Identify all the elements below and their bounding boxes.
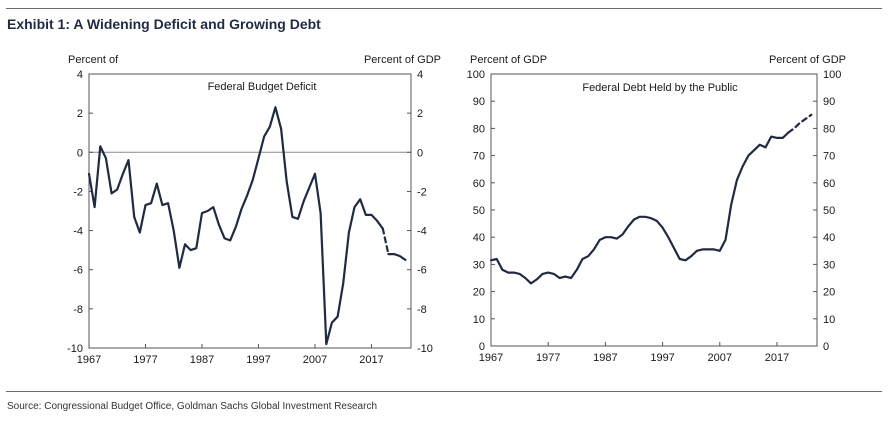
y-tick-label-right: 100 — [823, 69, 841, 81]
y-axis-label-right: Percent of GDP — [364, 54, 441, 66]
x-tick-label: 1987 — [190, 354, 214, 366]
y-tick-label-right: 80 — [823, 123, 835, 135]
y-tick-label-left: 0 — [479, 341, 485, 353]
y-tick-label-left: 20 — [473, 287, 485, 299]
chart-1: Percent of Percent of GDP Federal Budget D… — [67, 54, 441, 366]
plot-frame — [88, 73, 412, 349]
chart-2: Percent of GDP Percent of GDP Federal Debt… — [467, 54, 846, 364]
y-tick-label-left: 50 — [473, 205, 485, 217]
y-tick-label-right: -6 — [417, 265, 427, 277]
x-tick-label: 1997 — [650, 352, 674, 364]
x-tick-label: 2007 — [708, 352, 732, 364]
y-tick-label-right: 40 — [823, 232, 835, 244]
y-tick-label-left: 0 — [77, 147, 83, 159]
y-tick-label-right: 90 — [823, 96, 835, 108]
y-tick-label-right: 0 — [823, 341, 829, 353]
y-tick-label-left: 2 — [77, 108, 83, 120]
x-tick-label: 1967 — [479, 352, 503, 364]
x-tick-label: 1967 — [77, 354, 101, 366]
exhibit-title: Exhibit 1: A Widening Deficit and Growin… — [7, 16, 321, 32]
series-line-3 — [387, 253, 407, 261]
x-tick-label: 2017 — [765, 352, 789, 364]
y-tick-label-left: -2 — [73, 186, 83, 198]
chart-title: Federal Budget Deficit — [208, 81, 317, 93]
y-tick-label-right: 10 — [823, 314, 835, 326]
y-tick-label-right: 30 — [823, 259, 835, 271]
x-tick-label: 1987 — [593, 352, 617, 364]
y-axis-label-left: Percent of GDP — [470, 54, 547, 66]
x-tick-label: 1977 — [536, 352, 560, 364]
y-tick-label-right: -10 — [417, 343, 433, 355]
y-tick-label-left: 70 — [473, 151, 485, 163]
y-tick-label-right: 0 — [417, 147, 423, 159]
y-tick-label-left: 30 — [473, 259, 485, 271]
y-tick-label-right: 2 — [417, 108, 423, 120]
x-tick-label: 1997 — [246, 354, 270, 366]
y-tick-label-left: -10 — [67, 343, 83, 355]
y-tick-label-left: 100 — [467, 69, 485, 81]
y-tick-label-right: -4 — [417, 226, 427, 238]
y-tick-label-left: 80 — [473, 123, 485, 135]
y-tick-label-left: -6 — [73, 265, 83, 277]
y-tick-label-left: 40 — [473, 232, 485, 244]
y-tick-label-left: 10 — [473, 314, 485, 326]
y-tick-label-right: 50 — [823, 205, 835, 217]
bottom-rule — [6, 391, 882, 392]
series-line-1 — [87, 106, 384, 346]
y-tick-label-left: -4 — [73, 226, 83, 238]
y-tick-label-left: 90 — [473, 96, 485, 108]
y-tick-label-right: 60 — [823, 178, 835, 190]
y-tick-label-right: 70 — [823, 151, 835, 163]
x-tick-label: 2017 — [359, 354, 383, 366]
y-tick-label-left: 4 — [77, 69, 83, 81]
y-tick-label-right: -8 — [417, 304, 427, 316]
chart-title: Federal Debt Held by the Public — [582, 82, 738, 94]
y-tick-label-left: 60 — [473, 178, 485, 190]
y-tick-label-right: -2 — [417, 186, 427, 198]
y-tick-label-right: 20 — [823, 287, 835, 299]
y-axis-label-right: Percent of GDP — [769, 54, 846, 66]
series-line-1 — [489, 131, 790, 285]
x-tick-label: 1977 — [133, 354, 157, 366]
y-tick-label-left: -8 — [73, 304, 83, 316]
charts-canvas: Percent of Percent of GDP Federal Budget D… — [67, 54, 846, 366]
top-rule — [6, 8, 882, 9]
x-tick-label: 2007 — [303, 354, 327, 366]
series-line-2-projection — [381, 227, 390, 256]
y-axis-label-left: Percent of — [68, 54, 119, 66]
source-note: Source: Congressional Budget Office, Gol… — [7, 401, 378, 412]
series-line-2-projection — [787, 113, 813, 134]
y-tick-label-right: 4 — [417, 69, 423, 81]
plot-frame — [490, 73, 818, 347]
